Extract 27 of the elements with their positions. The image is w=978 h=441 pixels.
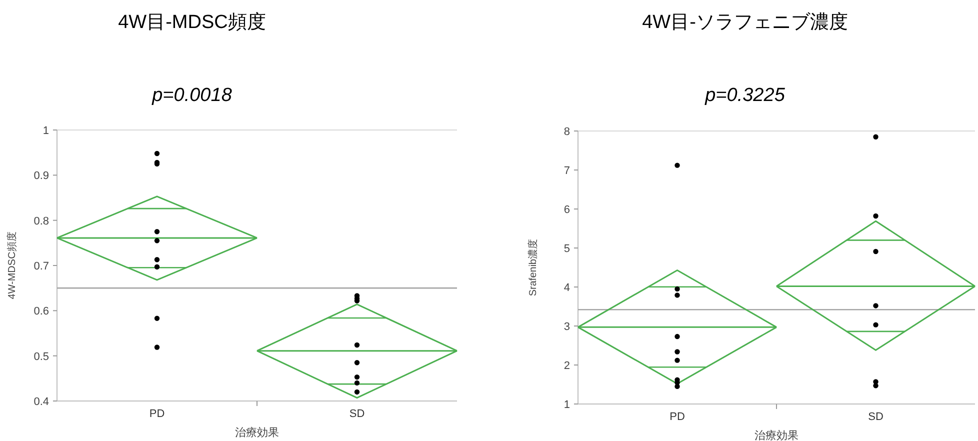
x-tick-label: PD <box>149 408 165 420</box>
y-tick-label: 0.4 <box>34 396 49 408</box>
x-tick-label: PD <box>670 411 685 423</box>
y-tick-label: 4 <box>564 282 570 294</box>
chart-title: 4W目-MDSC頻度 <box>118 11 266 33</box>
y-tick-label: 0.6 <box>34 306 49 318</box>
x-tick-label: SD <box>868 411 884 423</box>
y-tick-label: 1 <box>564 399 570 411</box>
chart-title: 4W目-ソラフェニブ濃度 <box>642 11 848 33</box>
y-tick-label: 0.8 <box>34 215 49 228</box>
y-tick-label: 0.7 <box>34 260 49 272</box>
chart-subtitle: p=0.3225 <box>704 85 786 106</box>
y-tick-label: 0.5 <box>34 350 49 363</box>
x-axis-title: 治療効果 <box>235 426 279 439</box>
y-tick-label: 3 <box>564 321 570 333</box>
y-tick-label: 7 <box>564 165 570 177</box>
y-tick-label: 8 <box>564 126 570 138</box>
y-tick-label: 1 <box>42 125 49 137</box>
y-tick-label: 6 <box>564 204 570 216</box>
y-axis-title: 4W-MDSC頻度 <box>6 232 18 300</box>
x-axis-title: 治療効果 <box>754 429 798 441</box>
y-tick-label: 2 <box>564 360 570 372</box>
chart-subtitle: p=0.0018 <box>151 85 232 106</box>
y-tick-label: 0.9 <box>34 170 49 182</box>
x-tick-label: SD <box>349 408 365 420</box>
y-axis-title: Srafenib濃度 <box>527 238 539 296</box>
y-tick-label: 5 <box>564 243 570 255</box>
